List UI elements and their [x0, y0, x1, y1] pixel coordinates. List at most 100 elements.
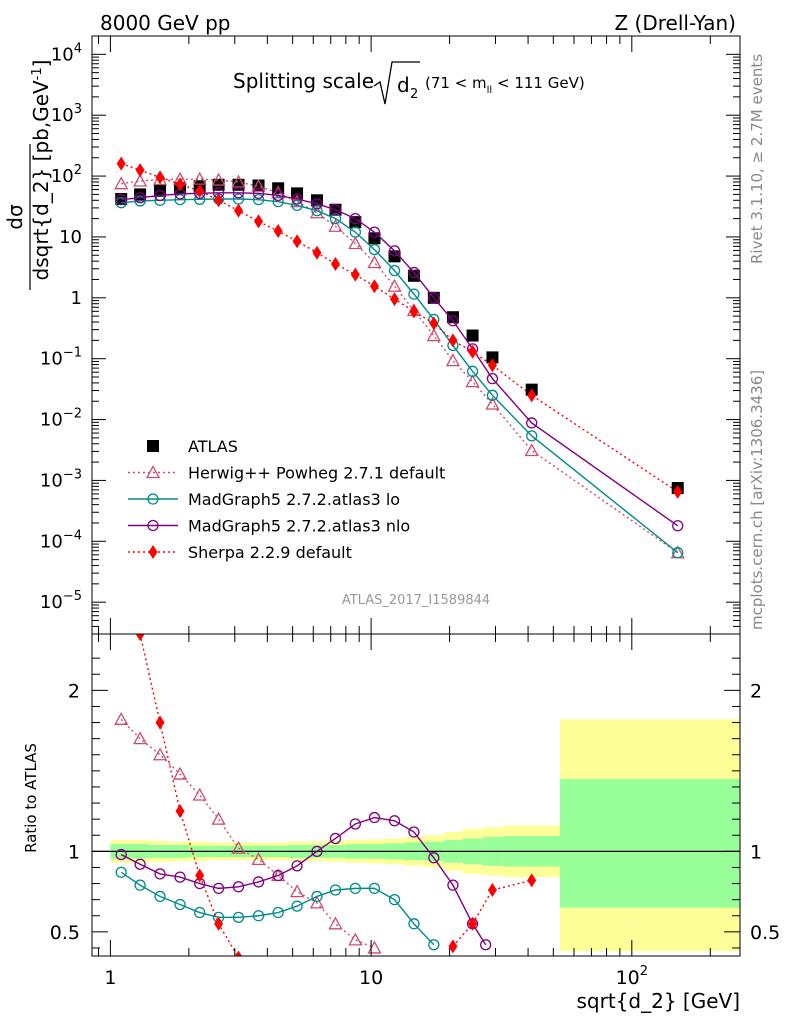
- data-point: [487, 358, 497, 373]
- data-point: [388, 245, 401, 257]
- data-point: [311, 198, 323, 210]
- data-point: [349, 212, 361, 225]
- data-point: [486, 351, 499, 364]
- data-point: [465, 374, 480, 388]
- ratio-point: [408, 826, 420, 838]
- ratio-point: [231, 840, 246, 854]
- ratio-series-MadGraph5 2.7.2.atlas3 lo: [115, 866, 440, 951]
- legend-marker: [147, 440, 159, 452]
- ratio-point: [408, 918, 420, 930]
- data-point: [526, 430, 538, 442]
- data-point: [466, 365, 479, 377]
- series-Sherpa 2.2.9 default: [116, 156, 683, 499]
- data-point: [231, 174, 246, 188]
- ratio-point: [192, 787, 207, 801]
- data-point: [273, 224, 283, 239]
- data-point: [446, 311, 459, 324]
- data-point: [468, 344, 478, 359]
- legend-marker: [145, 465, 161, 479]
- legend: ATLAS Herwig++ Powheg 2.7.1 default MadGra…: [128, 437, 445, 562]
- data-point: [485, 396, 500, 410]
- ratio-series-MadGraph5 2.7.2.atlas3 nlo: [115, 811, 492, 951]
- data-point: [466, 329, 479, 342]
- data-point: [330, 256, 340, 271]
- data-point: [133, 173, 148, 187]
- ratio-point: [289, 884, 305, 898]
- data-point: [428, 292, 440, 304]
- ratio-point: [212, 882, 225, 895]
- ratio-point: [134, 858, 146, 870]
- ylabel-denominator: dsqrt{d_2} [pb,GeV-1]: [29, 60, 53, 281]
- main-ytick-label: 1: [71, 288, 82, 309]
- ratio-point: [235, 950, 242, 956]
- data-point: [486, 389, 499, 401]
- ratio-series-Herwig++ Powheg 2.7.1 default: [114, 711, 382, 954]
- data-point: [369, 279, 379, 294]
- ratio-point: [328, 916, 343, 930]
- ratio-point: [479, 939, 492, 951]
- legend-label: MadGraph5 2.7.2.atlas3 lo: [188, 490, 400, 509]
- ratio-point: [252, 910, 265, 922]
- legend-entry: MadGraph5 2.7.2.atlas3 lo: [128, 490, 400, 509]
- ratio-point: [448, 939, 458, 954]
- ratio-ytick-label: 2: [68, 680, 80, 702]
- data-point: [154, 189, 166, 202]
- ratio-point: [428, 939, 440, 951]
- data-point: [251, 178, 266, 192]
- ratio-series-Sherpa 2.2.9 default: [135, 634, 537, 956]
- data-point: [174, 193, 186, 206]
- data-point: [368, 243, 381, 256]
- ratio-point: [388, 815, 401, 827]
- source-label: mcplots.cern.ch [arXiv:1306.3436]: [748, 370, 766, 630]
- ratio-point: [291, 860, 303, 872]
- data-point: [211, 172, 226, 186]
- data-point: [524, 443, 539, 457]
- ratio-point: [309, 895, 325, 909]
- ratio-series-layer: [114, 634, 537, 956]
- ratio-ytick-label-right: 1: [750, 841, 762, 863]
- main-ytick-label: 10−5: [40, 589, 82, 613]
- data-point: [527, 388, 537, 403]
- main-ytick-label: 10: [59, 227, 82, 248]
- legend-entry: Sherpa 2.2.9 default: [128, 543, 352, 562]
- data-point: [115, 197, 127, 209]
- series-MadGraph5 2.7.2.atlas3 lo: [115, 193, 684, 559]
- data-point: [368, 226, 381, 238]
- ratio-point: [388, 894, 401, 906]
- ratio-point: [468, 916, 478, 931]
- data-point: [291, 193, 303, 205]
- series-line: [120, 162, 679, 493]
- xtick-label: 1: [104, 967, 116, 989]
- data-point: [135, 163, 145, 178]
- main-ytick-label: 10−4: [40, 528, 82, 552]
- ratio-point: [175, 804, 185, 819]
- main-series-layer: [114, 156, 685, 559]
- ratio-point: [155, 715, 165, 730]
- ratio-point: [232, 911, 245, 924]
- ratio-point: [291, 900, 303, 912]
- ratio-point: [311, 845, 323, 857]
- data-point: [388, 264, 401, 277]
- ratio-ytick-label: 0.5: [50, 922, 80, 944]
- ratio-ytick-label: 1: [68, 841, 80, 863]
- ratio-point: [348, 932, 363, 946]
- legend-marker: [147, 519, 159, 532]
- ratio-point: [114, 711, 129, 725]
- ratio-point: [349, 818, 361, 830]
- ratio-point: [115, 848, 127, 861]
- data-point: [115, 193, 127, 206]
- data-point: [175, 177, 185, 192]
- main-ytick-label: 103: [51, 102, 82, 126]
- ratio-band-green: [559, 778, 740, 908]
- data-point: [252, 179, 265, 192]
- ratio-point: [487, 882, 497, 897]
- ratio-point: [329, 832, 342, 845]
- data-point: [254, 214, 264, 229]
- x-axis-label: sqrt{d_2} [GeV]: [577, 989, 741, 1013]
- ratio-point: [133, 731, 148, 745]
- ratio-point: [428, 852, 440, 864]
- ratio-line: [120, 718, 375, 949]
- data-point: [390, 292, 400, 307]
- main-ytick-label: 10−3: [40, 467, 82, 491]
- ratio-point: [174, 898, 186, 911]
